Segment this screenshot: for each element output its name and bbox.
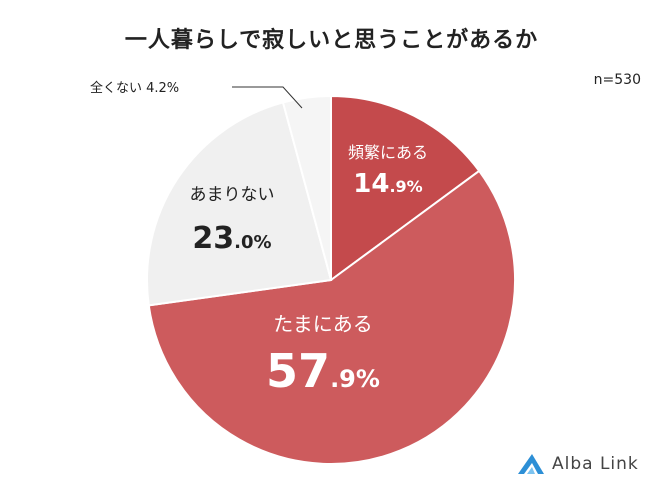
slice-sometimes xyxy=(147,169,516,465)
slice-never xyxy=(281,94,332,281)
label-sometimes: たまにある xyxy=(273,312,372,336)
value-rarely: 23.0% xyxy=(192,221,271,256)
chart-title: 一人暮らしで寂しいと思うことがあるか xyxy=(124,28,539,53)
value-frequent: 14.9% xyxy=(353,169,422,199)
label-frequent: 頻繁にある xyxy=(348,143,428,162)
sample-size: n=530 xyxy=(593,72,641,88)
leader-line-never xyxy=(232,86,303,109)
slice-rarely xyxy=(146,101,333,307)
slice-frequent xyxy=(330,94,481,282)
value-sometimes: 57.9% xyxy=(266,344,380,398)
label-never: 全くない 4.2% xyxy=(90,80,179,96)
label-rarely: あまりない xyxy=(190,185,275,205)
brand-name: Alba Link xyxy=(552,454,639,474)
alba-link-logo-icon xyxy=(518,454,544,474)
brand-logo: Alba Link xyxy=(516,452,639,476)
